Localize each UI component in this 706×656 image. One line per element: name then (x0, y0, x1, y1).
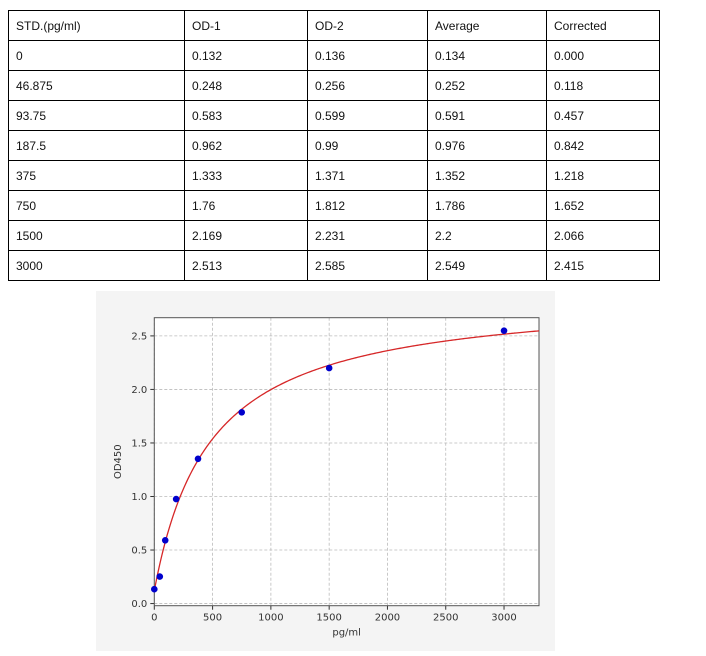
table-cell: 1.652 (546, 190, 660, 221)
column-header: Corrected (546, 10, 660, 41)
table-row: 375 1.333 1.371 1.352 1.218 (8, 160, 660, 191)
x-axis-label: pg/ml (332, 628, 361, 639)
column-header: STD.(pg/ml) (8, 10, 185, 41)
table-cell: 0.457 (546, 100, 660, 131)
x-tick-label: 0 (151, 613, 157, 624)
table-cell: 2.415 (546, 250, 660, 281)
table-cell: 2.549 (427, 250, 547, 281)
table-cell: 0.252 (427, 70, 547, 101)
table-cell: 1.352 (427, 160, 547, 191)
table-row: 93.75 0.583 0.599 0.591 0.457 (8, 100, 660, 131)
y-tick-label: 1.5 (131, 438, 147, 449)
table-cell: 2.066 (546, 220, 660, 251)
table-cell: 1.218 (546, 160, 660, 191)
table-cell: 0.599 (307, 100, 428, 131)
table-cell: 0.842 (546, 130, 660, 161)
table-cell: 1.333 (184, 160, 308, 191)
table-cell: 1.812 (307, 190, 428, 221)
table-row: 0 0.132 0.136 0.134 0.000 (8, 40, 660, 71)
table-cell: 0.118 (546, 70, 660, 101)
table-row: 46.875 0.248 0.256 0.252 0.118 (8, 70, 660, 101)
table-cell: 1.76 (184, 190, 308, 221)
table-cell: 1.371 (307, 160, 428, 191)
data-point (500, 327, 508, 334)
table-cell: 0.136 (307, 40, 428, 71)
column-header: Average (427, 10, 547, 41)
x-tick-label: 500 (203, 613, 222, 624)
table-header-row: STD.(pg/ml) OD-1 OD-2 Average Corrected (8, 10, 660, 41)
standard-curve-panel: 0 500 1000 1500 2000 2500 3000 0.0 0.5 1.0 1.5 2.0 2… (96, 291, 555, 651)
table-cell: 0.248 (184, 70, 308, 101)
table-row: 3000 2.513 2.585 2.549 2.415 (8, 250, 660, 281)
y-tick-label: 1.0 (131, 492, 147, 503)
standards-table: STD.(pg/ml) OD-1 OD-2 Average Corrected 0 0.1… (8, 10, 660, 281)
table-cell: 1500 (8, 220, 185, 251)
data-point (325, 364, 333, 372)
data-point (194, 455, 202, 463)
table-cell: 2.513 (184, 250, 308, 281)
table-row: 750 1.76 1.812 1.786 1.652 (8, 190, 660, 221)
table-cell: 0.962 (184, 130, 308, 161)
y-tick-label: 0.0 (131, 599, 147, 610)
table-cell: 0.256 (307, 70, 428, 101)
data-point (156, 573, 164, 580)
y-axis-label: OD450 (113, 444, 124, 479)
table-cell: 0.000 (546, 40, 660, 71)
column-header: OD-1 (184, 10, 308, 41)
table-cell: 0.99 (307, 130, 428, 161)
data-point (172, 495, 180, 503)
table-cell: 2.169 (184, 220, 308, 251)
table-cell: 0.976 (427, 130, 547, 161)
table-row: 1500 2.169 2.231 2.2 2.066 (8, 220, 660, 251)
plot-frame (153, 317, 540, 607)
table-cell: 0 (8, 40, 185, 71)
data-point (151, 585, 158, 593)
x-tick-label: 2500 (433, 613, 458, 624)
plot-area (154, 317, 540, 606)
standard-curve-chart: 0 500 1000 1500 2000 2500 3000 0.0 0.5 1.0 1.5 2.0 2… (113, 317, 540, 639)
x-tick-label: 1000 (258, 613, 283, 624)
table-cell: 187.5 (8, 130, 185, 161)
table-cell: 3000 (8, 250, 185, 281)
table-cell: 93.75 (8, 100, 185, 131)
table-cell: 0.132 (184, 40, 308, 71)
table-cell: 0.134 (427, 40, 547, 71)
data-point (238, 409, 246, 416)
table-cell: 2.2 (427, 220, 547, 251)
y-tick-label: 0.5 (131, 546, 147, 557)
y-tick-label: 2.5 (131, 331, 147, 342)
table-cell: 1.786 (427, 190, 547, 221)
x-tick-label: 2000 (375, 613, 400, 624)
table-cell: 375 (8, 160, 185, 191)
y-tick-label: 2.0 (131, 385, 147, 396)
x-tick-label: 3000 (491, 613, 516, 624)
table-row: 187.5 0.962 0.99 0.976 0.842 (8, 130, 660, 161)
x-tick-label: 1500 (316, 613, 341, 624)
table-cell: 2.231 (307, 220, 428, 251)
table-cell: 0.591 (427, 100, 547, 131)
table-cell: 750 (8, 190, 185, 221)
fit-curve (153, 330, 540, 591)
table-cell: 2.585 (307, 250, 428, 281)
table-cell: 46.875 (8, 70, 185, 101)
table-cell: 0.583 (184, 100, 308, 131)
data-point (161, 536, 169, 544)
column-header: OD-2 (307, 10, 428, 41)
